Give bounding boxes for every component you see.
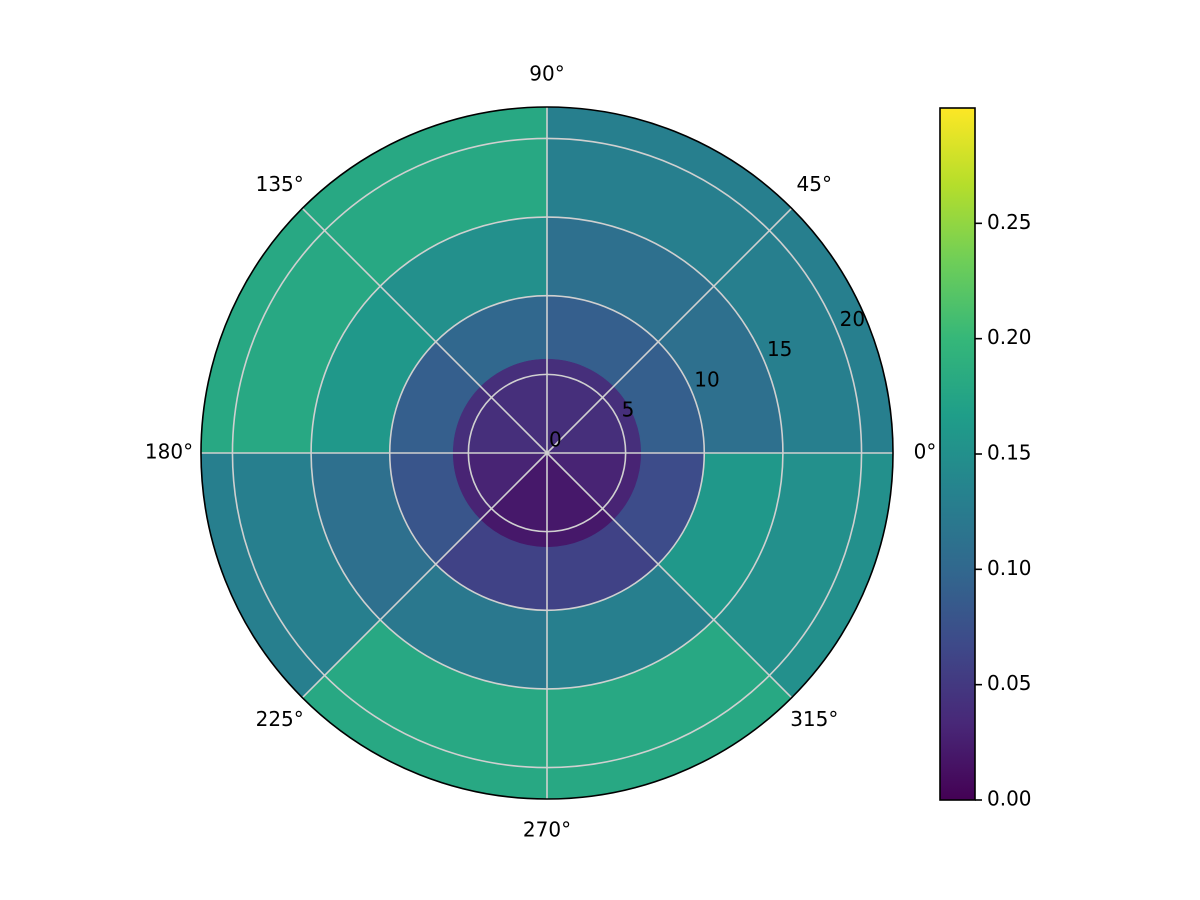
theta-grid-line [546, 452, 793, 699]
colorbar [939, 107, 976, 801]
r-tick-label: 0 [549, 428, 562, 452]
theta-tick-label: 225° [256, 707, 304, 731]
r-tick-label: 20 [840, 307, 865, 331]
theta-tick-label: 0° [914, 440, 937, 464]
theta-grid-line [301, 207, 548, 454]
r-tick-label: 5 [622, 397, 635, 421]
r-tick-label: 10 [694, 367, 719, 391]
theta-tick-label: 45° [797, 172, 832, 196]
theta-tick-label: 180° [145, 440, 193, 464]
theta-tick-label: 315° [790, 707, 838, 731]
colorbar-tick-label: 0.10 [987, 556, 1032, 580]
theta-grid-line [546, 207, 793, 454]
theta-tick-label: 135° [256, 172, 304, 196]
colorbar-tick-label: 0.15 [987, 441, 1032, 465]
colorbar-tick-label: 0.20 [987, 325, 1032, 349]
r-tick-label: 15 [767, 337, 792, 361]
theta-tick-label: 270° [523, 818, 571, 842]
theta-tick-label: 90° [529, 62, 564, 86]
colorbar-tick-label: 0.05 [987, 671, 1032, 695]
colorbar-tick-label: 0.00 [987, 787, 1032, 811]
polar-frame [200, 106, 894, 800]
colorbar-tick-label: 0.25 [987, 210, 1032, 234]
theta-grid-line [301, 452, 548, 699]
